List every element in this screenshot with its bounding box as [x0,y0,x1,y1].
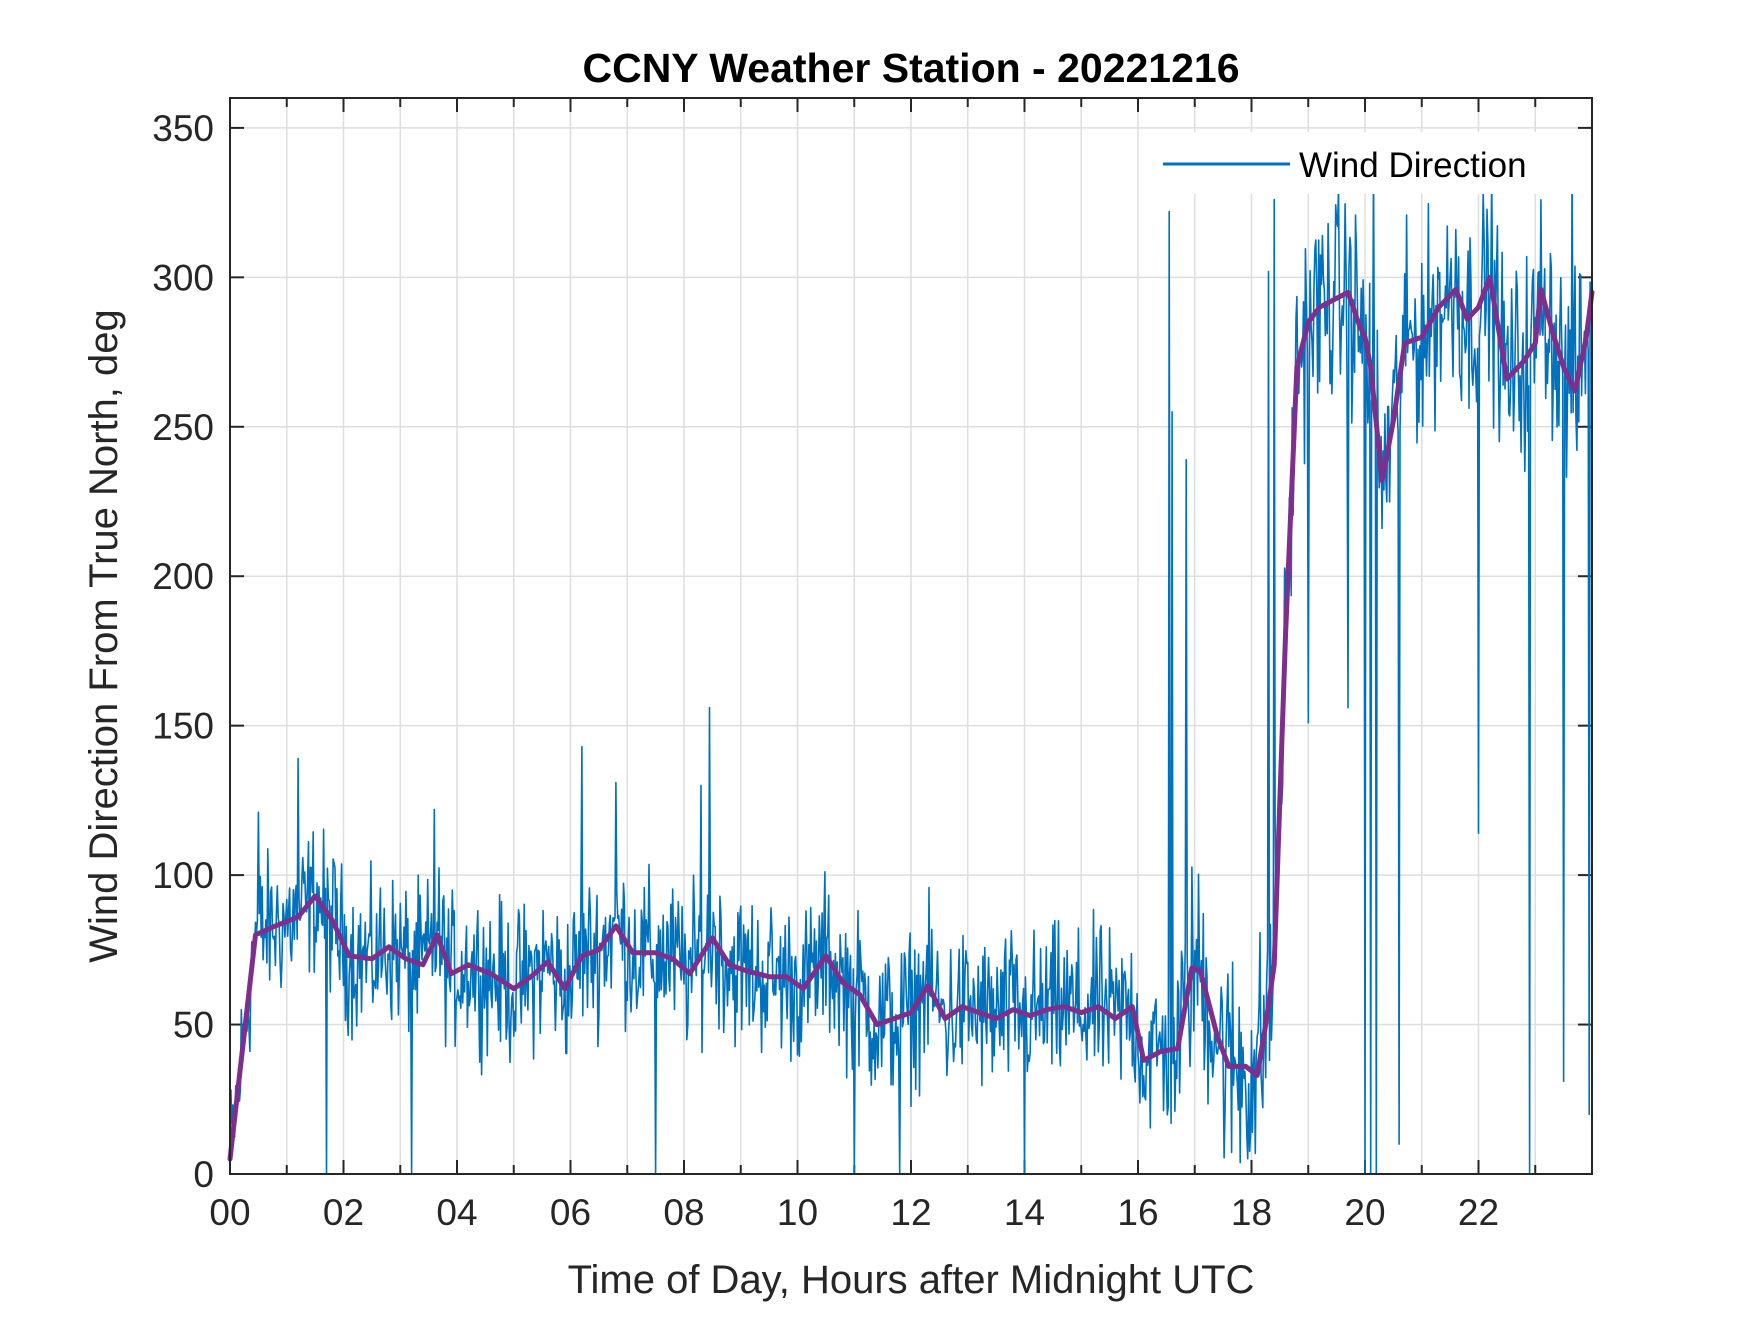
series-line-smoothed [227,274,1595,1162]
y-axis-label: Wind Direction From True North, deg [82,309,126,963]
x-tick-label: 12 [890,1192,931,1233]
y-tick-label: 150 [152,706,214,747]
y-tick-label: 50 [173,1005,214,1046]
y-tick-label: 0 [193,1154,214,1195]
x-tick-label: 14 [1004,1192,1045,1233]
y-tick-label: 200 [152,556,214,597]
axes-frame [229,97,1593,1175]
chart-title: CCNY Weather Station - 20221216 [582,45,1239,91]
tick-labels: 00 02 04 06 08 10 12 14 16 18 20 22 0 50 100 150 200 250 3… [152,108,1499,1233]
x-tick-label: 04 [436,1192,477,1233]
x-tick-label: 22 [1458,1192,1499,1233]
x-tick-label: 00 [209,1192,250,1233]
y-tick-label: 250 [152,407,214,448]
y-tick-label: 300 [152,257,214,298]
x-tick-label: 10 [777,1192,818,1233]
x-tick-label: 18 [1231,1192,1272,1233]
x-tick-label: 08 [663,1192,704,1233]
x-tick-label: 02 [323,1192,364,1233]
x-tick-label: 06 [550,1192,591,1233]
y-tick-label: 100 [152,855,214,896]
legend: Wind Direction [1150,132,1580,194]
x-axis-label: Time of Day, Hours after Midnight UTC [568,1258,1255,1302]
x-tick-label: 16 [1117,1192,1158,1233]
legend-label-wind-direction: Wind Direction [1299,146,1527,185]
x-tick-label: 20 [1344,1192,1385,1233]
y-tick-label: 350 [152,108,214,149]
